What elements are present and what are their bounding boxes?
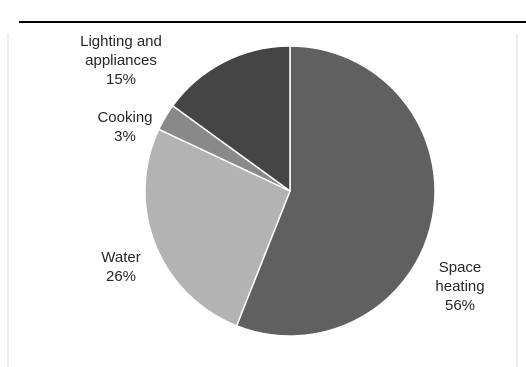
slice-percent-label: 3% — [114, 128, 136, 145]
slice-label: Lighting and appliances 15% — [80, 33, 162, 88]
slice-label: Cooking 3% — [97, 109, 152, 145]
slice-percent-label: 26% — [106, 268, 136, 285]
slice-name-label: heating — [435, 278, 484, 295]
pie-slice — [235, 45, 436, 337]
slice-name-label: Space — [439, 259, 482, 276]
slice-name-label: Lighting and — [80, 33, 162, 50]
slice-name-label: Cooking — [97, 109, 152, 126]
slice-label: Space heating 56% — [435, 259, 484, 314]
slice-percent-label: 56% — [445, 297, 475, 314]
slice-name-label: Water — [101, 249, 140, 266]
pie-slice — [144, 128, 291, 327]
slice-name-label: appliances — [85, 52, 157, 69]
pie-slice — [171, 45, 291, 193]
slice-percent-label: 15% — [106, 71, 136, 88]
slice-label: Water 26% — [101, 249, 140, 285]
